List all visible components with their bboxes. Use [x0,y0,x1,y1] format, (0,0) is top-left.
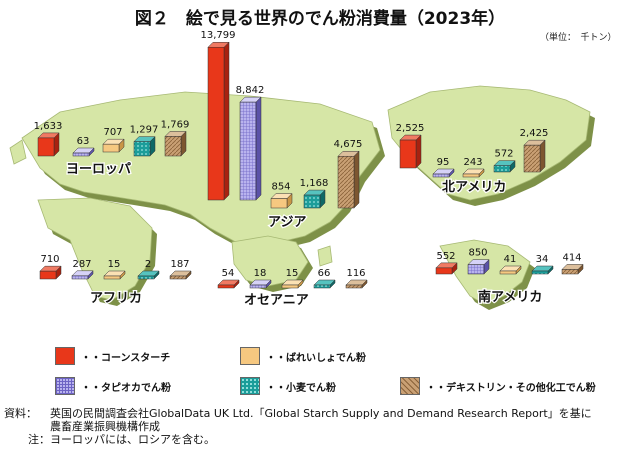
data-label: 4,675 [334,139,363,150]
bar [103,270,126,280]
bar [270,192,293,209]
bar [164,130,187,157]
chart-title: 図２ 絵で見る世界のでん粉消費量（2023年） [134,9,506,29]
bar [313,279,336,289]
note-source: 資料： 英国の民間調査会社GlobalData UK Ltd.「Global S… [4,407,592,420]
data-label: 54 [222,268,235,279]
data-label: 287 [72,259,91,270]
data-label: 8,842 [236,85,265,96]
bar [137,270,160,280]
bar [37,132,60,157]
world-map [9,85,595,310]
data-label: 1,297 [130,125,159,136]
bar [467,258,490,275]
bar [493,160,516,173]
bar [281,279,304,289]
bar [39,265,62,280]
bar [432,168,455,178]
data-label: 572 [494,149,513,160]
data-label: 95 [437,157,450,168]
unit-label: （単位： 千トン） [540,33,617,43]
bar [71,270,94,280]
bar [499,265,522,275]
bar [561,263,584,275]
bar [337,150,360,209]
bar [249,279,272,289]
bar [523,139,546,173]
note-source-cont: 農畜産業振興機構作成 [50,420,160,433]
data-label: 187 [170,259,189,270]
region-label: 北アメリカ [442,180,506,195]
data-label: 1,168 [300,178,329,189]
data-label: 2,425 [520,128,549,139]
bar [239,96,262,201]
data-label: 34 [536,254,549,265]
bar [345,279,368,289]
data-label: 414 [562,252,581,263]
region-label: オセアニア [244,293,309,308]
data-label: 15 [286,268,299,279]
region-label: アジア [268,215,306,230]
data-label: 1,633 [34,121,63,132]
bar [531,265,554,275]
data-label: 243 [463,157,482,168]
data-label: 15 [108,259,121,270]
bar [72,147,95,157]
data-label: 13,799 [201,30,236,41]
region-label: アフリカ [90,291,142,306]
data-label: 552 [436,251,455,262]
bar [435,262,458,275]
data-label: 116 [346,268,365,279]
note-russia: 注： ヨーロッパには、ロシアを含む。 [28,433,215,446]
data-label: 1,769 [161,119,190,130]
notes: 資料： 英国の民間調査会社GlobalData UK Ltd.「Global S… [4,407,638,446]
data-label: 2 [145,259,151,270]
data-label: 710 [40,254,59,265]
data-label: 18 [254,268,267,279]
data-label: 2,525 [396,123,425,134]
bar [133,136,156,157]
bar [303,189,326,209]
region-label: ヨーロッパ [66,162,131,177]
data-label: 63 [77,136,90,147]
bar [217,279,240,289]
bar [399,134,422,169]
region-label: 南アメリカ [478,289,542,305]
data-label: 66 [318,268,331,279]
bar [462,168,485,178]
bar-group: 1,633 63 707 1,297 1,769 13,799 8,842 854 1,168 4… [34,30,584,289]
data-label: 41 [504,254,517,265]
bar [207,41,230,201]
data-label: 850 [468,248,487,259]
bar [102,138,125,153]
bar [169,270,192,280]
data-label: 854 [271,182,290,193]
data-label: 707 [103,127,122,138]
